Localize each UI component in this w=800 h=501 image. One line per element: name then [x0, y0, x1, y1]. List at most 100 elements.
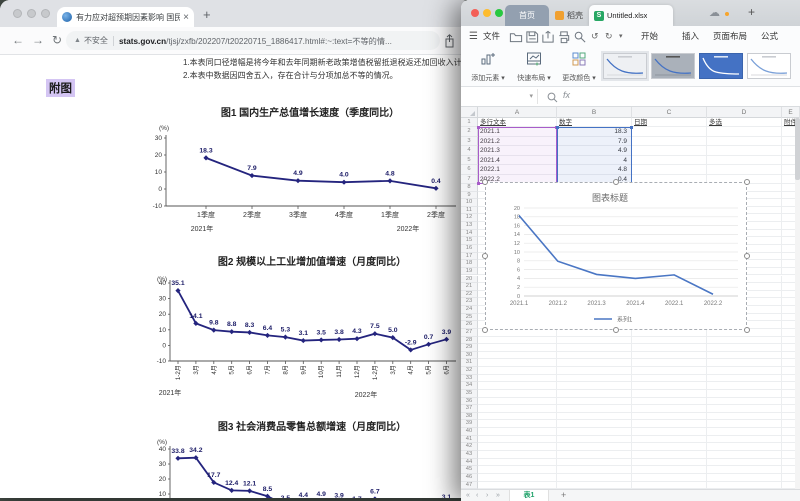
chart-style-4[interactable] [747, 53, 791, 79]
cell-C42[interactable] [632, 443, 707, 451]
first-sheet-icon[interactable]: « [466, 492, 470, 499]
cell-B28[interactable] [557, 336, 632, 345]
row-header-36[interactable]: 36 [461, 397, 478, 406]
cell-D4[interactable] [707, 146, 782, 156]
cell-C38[interactable] [632, 412, 707, 421]
address-bar[interactable]: ▲ 不安全 stats.gov.cn/tjsj/zxfb/202207/t202… [66, 31, 440, 50]
cell-C47[interactable] [632, 481, 707, 489]
cell-D33[interactable] [707, 374, 782, 383]
browser-tab[interactable]: 有力应对超预期因素影响 国民经 × [57, 7, 194, 27]
cell-C32[interactable] [632, 367, 707, 375]
cell-D36[interactable] [707, 397, 782, 406]
column-header-A[interactable]: A [478, 107, 557, 118]
cell-A42[interactable] [478, 443, 557, 451]
row-header-19[interactable]: 19 [461, 267, 478, 276]
cell-C34[interactable] [632, 382, 707, 390]
select-all-corner[interactable] [461, 107, 478, 118]
cell-D32[interactable] [707, 367, 782, 375]
cell-C40[interactable] [632, 428, 707, 436]
cell-C35[interactable] [632, 389, 707, 398]
document-tab[interactable]: S Untitled.xlsx [589, 5, 673, 26]
cloud-sync-icon[interactable]: ☁ [709, 7, 720, 19]
row-header-41[interactable]: 41 [461, 435, 478, 444]
chart-selection-handle[interactable] [613, 327, 619, 333]
row-header-18[interactable]: 18 [461, 260, 478, 268]
cell-B43[interactable] [557, 450, 632, 459]
forward-icon[interactable]: → [32, 33, 44, 47]
cell-A43[interactable] [478, 450, 557, 459]
next-sheet-icon[interactable]: › [486, 492, 489, 499]
range-handle[interactable] [477, 126, 480, 130]
cell-C41[interactable] [632, 435, 707, 444]
prev-sheet-icon[interactable]: ‹ [476, 492, 479, 499]
chart-selection-handle[interactable] [482, 253, 488, 259]
row-header-28[interactable]: 28 [461, 336, 478, 345]
share-icon[interactable] [444, 34, 455, 48]
row-header-26[interactable]: 26 [461, 321, 478, 329]
zoom-window-button[interactable] [41, 9, 50, 18]
print-preview-icon[interactable] [573, 30, 587, 44]
cell-A34[interactable] [478, 382, 557, 390]
row-header-1[interactable]: 1 [461, 118, 478, 128]
menu-formulas[interactable]: 公式 [761, 31, 779, 41]
menu-start[interactable]: 开始 [641, 31, 659, 41]
minimize-window-button[interactable] [27, 9, 36, 18]
chart-selection-handle[interactable] [482, 179, 488, 185]
cell-D29[interactable] [707, 344, 782, 352]
cell-B32[interactable] [557, 367, 632, 375]
row-header-6[interactable]: 6 [461, 165, 478, 175]
row-header-15[interactable]: 15 [461, 237, 478, 245]
row-header-31[interactable]: 31 [461, 359, 478, 368]
print-icon[interactable] [557, 30, 571, 44]
row-header-2[interactable]: 2 [461, 127, 478, 137]
row-header-30[interactable]: 30 [461, 351, 478, 360]
hamburger-menu-icon[interactable]: ☰ [469, 31, 478, 42]
new-tab-button[interactable]: + [203, 7, 211, 22]
formula-input[interactable] [581, 89, 798, 104]
row-header-24[interactable]: 24 [461, 306, 478, 314]
cell-A40[interactable] [478, 428, 557, 436]
cell-D42[interactable] [707, 443, 782, 451]
cell-B45[interactable] [557, 466, 632, 474]
cell-D37[interactable] [707, 405, 782, 413]
quick-layout-button[interactable]: 快速布局 ▾ [513, 51, 555, 83]
cell-A1[interactable]: 多行文本 [478, 118, 557, 128]
row-header-10[interactable]: 10 [461, 199, 478, 207]
cell-D40[interactable] [707, 428, 782, 436]
back-icon[interactable]: ← [12, 33, 24, 47]
vertical-scrollbar[interactable] [795, 118, 800, 489]
cell-C6[interactable] [632, 165, 707, 175]
cell-C30[interactable] [632, 351, 707, 360]
row-header-32[interactable]: 32 [461, 367, 478, 375]
change-colors-button[interactable]: 更改颜色 ▾ [557, 51, 601, 83]
cell-C5[interactable] [632, 155, 707, 166]
embedded-chart-object[interactable]: 图表标题 20 18 16 14 12 10 8 6 4 2 0 2021.1 2021.2 2021.3 2… [482, 179, 750, 333]
row-header-11[interactable]: 11 [461, 206, 478, 215]
row-header-13[interactable]: 13 [461, 222, 478, 230]
row-header-12[interactable]: 12 [461, 214, 478, 223]
row-header-9[interactable]: 9 [461, 191, 478, 200]
cell-B29[interactable] [557, 344, 632, 352]
cell-B34[interactable] [557, 382, 632, 390]
cell-D6[interactable] [707, 165, 782, 175]
category-range-highlight[interactable] [477, 126, 558, 185]
range-handle[interactable] [630, 126, 633, 130]
row-header-42[interactable]: 42 [461, 443, 478, 451]
cell-A41[interactable] [478, 435, 557, 444]
cell-A31[interactable] [478, 359, 557, 368]
row-header-35[interactable]: 35 [461, 389, 478, 398]
cell-D1[interactable]: 多选 [707, 118, 782, 128]
cell-D3[interactable] [707, 136, 782, 147]
chart-selection-handle[interactable] [744, 179, 750, 185]
row-header-39[interactable]: 39 [461, 420, 478, 429]
undo-icon[interactable]: ↺ [591, 31, 599, 41]
cell-C39[interactable] [632, 420, 707, 429]
row-header-7[interactable]: 7 [461, 174, 478, 184]
column-header-B[interactable]: B [557, 107, 632, 118]
cell-D41[interactable] [707, 435, 782, 444]
cell-D45[interactable] [707, 466, 782, 474]
cell-A30[interactable] [478, 351, 557, 360]
cell-C37[interactable] [632, 405, 707, 413]
cell-B47[interactable] [557, 481, 632, 489]
reload-icon[interactable]: ↻ [52, 33, 63, 47]
